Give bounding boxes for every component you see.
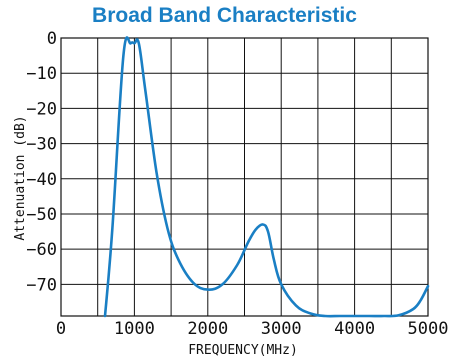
y-tick-label: −70 — [26, 275, 57, 295]
y-tick-label: −40 — [26, 170, 57, 190]
y-tick-label: −50 — [26, 205, 57, 225]
x-tick-label: 0 — [56, 319, 66, 339]
x-axis-label: FREQUENCY(MHz) — [188, 343, 298, 358]
grid — [61, 38, 428, 316]
x-tick-label: 4000 — [334, 319, 375, 339]
x-tick-label: 3000 — [261, 319, 302, 339]
chart-title: Broad Band Characteristic — [92, 4, 357, 27]
x-tick-label: 1000 — [114, 319, 155, 339]
plot-frame — [60, 37, 429, 317]
y-tick-label: −60 — [26, 240, 57, 260]
x-tick-labels: 0 1000 2000 3000 4000 5000 — [56, 319, 449, 339]
x-tick-label: 5000 — [408, 319, 449, 339]
y-tick-label: −10 — [26, 64, 57, 84]
y-tick-label: −30 — [26, 135, 57, 155]
y-axis-label: Attenuation (dB) — [13, 115, 28, 240]
y-tick-labels: 0 −10 −20 −30 −40 −50 −60 −70 — [26, 29, 57, 295]
y-tick-label: 0 — [47, 29, 57, 49]
x-tick-label: 2000 — [187, 319, 228, 339]
series-line — [103, 36, 430, 318]
y-tick-label: −20 — [26, 99, 57, 119]
